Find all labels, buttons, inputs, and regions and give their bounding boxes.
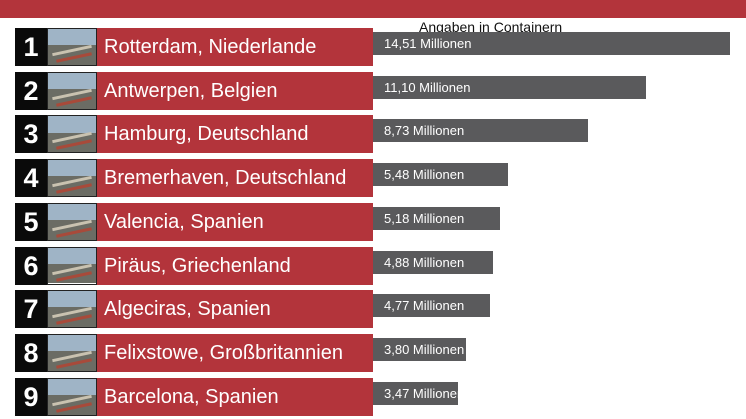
value-bar [373,32,730,55]
port-name: Bremerhaven, Deutschland [97,159,373,198]
port-name: Valencia, Spanien [97,202,373,241]
value-label: 5,18 Millionen [384,210,465,226]
value-label: 5,48 Millionen [384,167,465,183]
port-photo [47,333,97,372]
value-label: 4,88 Millionen [384,254,465,270]
port-photo-sky [48,291,96,308]
value-label: 3,47 Millionen [384,385,465,401]
port-name: Antwerpen, Belgien [97,71,373,110]
rank-number: 2 [15,71,47,110]
port-name: Felixstowe, Großbritannien [97,333,373,372]
port-name: Algeciras, Spanien [97,290,373,329]
value-bar [373,75,647,99]
rank-number: 9 [15,377,47,416]
value-label: 14,51 Millionen [384,36,472,51]
header-bar [0,0,746,18]
port-name: Rotterdam, Niederlande [97,28,373,66]
value-bar [373,163,508,187]
value-bar [373,119,588,143]
port-photo-sky [48,334,96,352]
port-photo-sky [48,378,96,395]
chart-row: 2 Antwerpen, Belgien 11,10 Millionen [0,71,746,112]
value-label: 4,77 Millionen [384,298,465,314]
chart-row: 9 Barcelona, Spanien 3,47 Millionen [0,377,746,418]
value-label: 11,10 Millionen [384,79,471,95]
chart-row: 7 Algeciras, Spanien 4,77 Millionen [0,290,746,330]
port-photo-sky [48,29,96,46]
rank-number: 4 [15,159,47,198]
port-photo [47,28,97,66]
port-photo-sky [48,203,96,220]
port-photo [47,71,97,110]
port-photo [47,246,97,285]
chart-row: 3 Hamburg, Deutschland 8,73 Millionen [0,115,746,155]
rank-number: 3 [15,115,47,154]
port-photo [47,202,97,241]
port-photo [47,159,97,198]
port-photo-sky [48,160,96,177]
port-photo-sky [48,116,96,133]
rank-number: 1 [15,28,47,66]
unit-note: Angaben in Containern [419,19,563,35]
value-label: 8,73 Millionen [384,123,465,139]
value-label: 3,80 Millionen [384,341,465,357]
port-photo [47,115,97,154]
chart-row: 8 Felixstowe, Großbritannien 3,80 Millione… [0,333,746,374]
value-bar [373,250,494,274]
port-name: Hamburg, Deutschland [97,115,373,154]
port-photo [47,290,97,329]
rank-number: 5 [15,202,47,241]
port-photo-sky [48,72,96,89]
chart-row: 4 Bremerhaven, Deutschland 5,48 Millionen [0,159,746,199]
port-name: Piräus, Griechenland [97,246,373,285]
port-photo-sky [48,247,96,264]
value-bar [373,294,491,318]
chart-row: 6 Piräus, Griechenland 4,88 Millionen [0,246,746,287]
chart-row: 5 Valencia, Spanien 5,18 Millionen [0,202,746,243]
value-bar [373,381,459,405]
port-photo [47,377,97,416]
rank-number: 8 [15,333,47,372]
chart-row: 1 Rotterdam, Niederlande 14,51 Millionen [0,28,746,68]
port-name: Barcelona, Spanien [97,377,373,416]
value-bar [373,206,501,230]
rank-number: 6 [15,246,47,285]
value-bar [373,337,467,361]
rank-number: 7 [15,290,47,329]
